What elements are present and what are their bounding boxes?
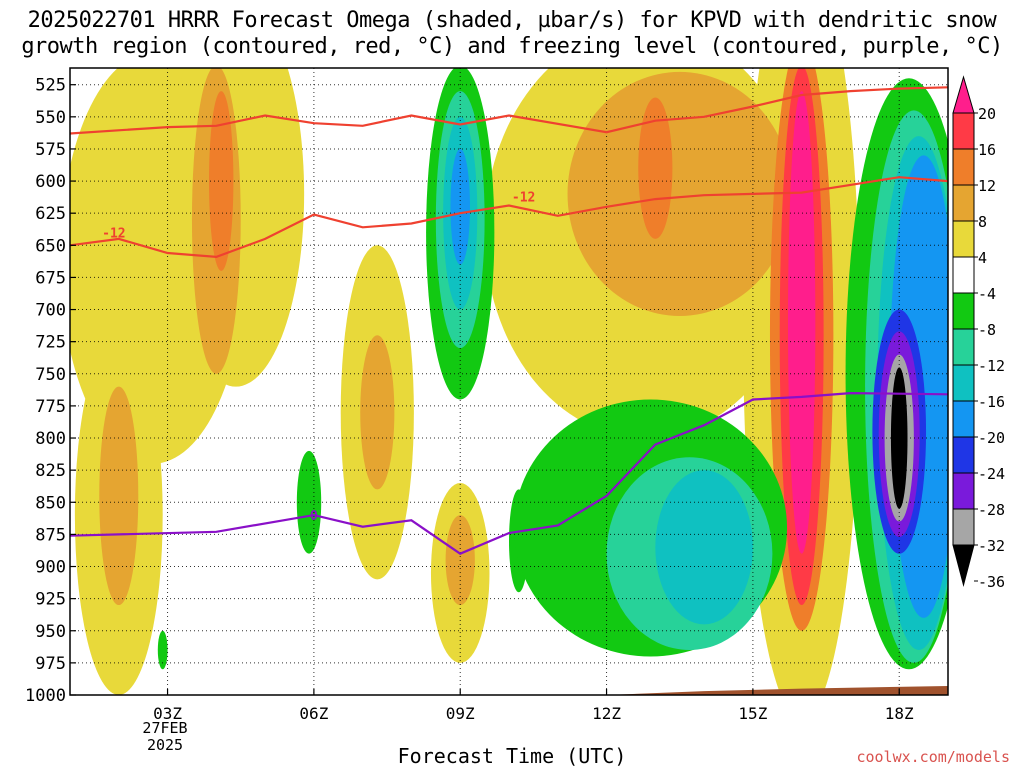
dgz-contour-upper bbox=[70, 86, 948, 135]
colorbar-label: -8 bbox=[978, 321, 996, 339]
omega-shade--36 bbox=[890, 367, 908, 509]
colorbar-label: 4 bbox=[978, 249, 987, 267]
x-tick-label: 09Z bbox=[446, 704, 475, 723]
colorbar-label: 20 bbox=[978, 105, 996, 123]
terrain-fill bbox=[70, 686, 948, 695]
dgz-contour-label: -12 bbox=[102, 226, 125, 241]
y-tick-label: 900 bbox=[35, 558, 66, 578]
colorbar-swatch bbox=[952, 436, 975, 474]
omega-shade-8 bbox=[360, 335, 395, 490]
y-tick-label: 525 bbox=[35, 76, 66, 96]
colorbar-swatch bbox=[952, 400, 975, 438]
y-tick-label: 625 bbox=[35, 204, 66, 224]
y-tick-label: 975 bbox=[35, 654, 66, 674]
y-tick-label: 575 bbox=[35, 140, 66, 160]
x-tick-label: 18Z bbox=[885, 704, 914, 723]
y-tick-label: 950 bbox=[35, 622, 66, 642]
colorbar-label: -32 bbox=[978, 537, 1005, 555]
colorbar-top-arrow bbox=[952, 75, 975, 114]
plot-frame bbox=[69, 67, 949, 696]
omega-shade--12 bbox=[655, 470, 753, 625]
x-tick-label: 12Z bbox=[592, 704, 621, 723]
colorbar-label: -28 bbox=[978, 501, 1005, 519]
colorbar-swatch bbox=[952, 328, 975, 366]
y-tick-label: 1000 bbox=[25, 686, 66, 706]
colorbar-label: -36 bbox=[978, 573, 1005, 591]
y-tick-label: 925 bbox=[35, 590, 66, 610]
colorbar-label: -4 bbox=[978, 285, 996, 303]
forecast-date-stamp: 27FEB 2025 bbox=[130, 720, 200, 754]
omega-shade-8 bbox=[99, 386, 139, 606]
colorbar-label: -24 bbox=[978, 465, 1005, 483]
x-tick-label: 03Z bbox=[153, 704, 182, 723]
omega-shade-12 bbox=[638, 97, 673, 239]
chart-title-line-2: growth region (contoured, red, °C) and f… bbox=[21, 34, 1003, 59]
y-tick-label: 725 bbox=[35, 333, 66, 353]
colorbar-swatch bbox=[952, 220, 975, 258]
date-year-label: 2025 bbox=[146, 736, 184, 754]
omega-shade-8 bbox=[567, 71, 792, 316]
colorbar-swatch bbox=[952, 112, 975, 150]
colorbar-label: 12 bbox=[978, 177, 996, 195]
y-tick-label: 700 bbox=[35, 301, 66, 321]
chart-title-line-1: 2025022701 HRRR Forecast Omega (shaded, … bbox=[27, 8, 997, 33]
colorbar-swatch bbox=[952, 292, 975, 330]
y-tick-label: 800 bbox=[35, 429, 66, 449]
y-tick-label: 875 bbox=[35, 525, 66, 545]
y-tick-label: 650 bbox=[35, 236, 66, 256]
colorbar-swatch bbox=[952, 472, 975, 510]
colorbar-swatch bbox=[952, 256, 975, 294]
omega-shade-20 bbox=[788, 91, 816, 554]
y-tick-label: 850 bbox=[35, 493, 66, 513]
dgz-contour-label: -12 bbox=[512, 190, 535, 205]
date-day-label: 27FEB bbox=[142, 719, 188, 737]
y-tick-label: 550 bbox=[35, 108, 66, 128]
colorbar-swatch bbox=[952, 184, 975, 222]
credit-link[interactable]: coolwx.com/models bbox=[856, 748, 1010, 766]
colorbar-label: -16 bbox=[978, 393, 1005, 411]
colorbar-label: 8 bbox=[978, 213, 987, 231]
colorbar-label: -12 bbox=[978, 357, 1005, 375]
colorbar-label: -20 bbox=[978, 429, 1005, 447]
omega-shade-12 bbox=[209, 91, 234, 272]
x-tick-label: 06Z bbox=[299, 704, 328, 723]
omega-shade--16 bbox=[450, 148, 470, 265]
omega-shade--4 bbox=[296, 450, 322, 554]
x-tick-label: 15Z bbox=[738, 704, 767, 723]
y-tick-label: 750 bbox=[35, 365, 66, 385]
colorbar-swatch bbox=[952, 508, 975, 546]
y-tick-label: 775 bbox=[35, 397, 66, 417]
colorbar-bottom-arrow bbox=[952, 544, 975, 587]
freezing-level-label: 0 bbox=[310, 509, 318, 524]
freezing-level-contour bbox=[70, 391, 948, 555]
colorbar-swatch bbox=[952, 148, 975, 186]
y-tick-label: 675 bbox=[35, 268, 66, 288]
colorbar-label: 16 bbox=[978, 141, 996, 159]
dgz-contour-lower bbox=[70, 176, 948, 259]
colorbar-swatch bbox=[952, 364, 975, 402]
y-tick-label: 825 bbox=[35, 461, 66, 481]
x-axis-label: Forecast Time (UTC) bbox=[397, 744, 627, 768]
omega-shade--4 bbox=[157, 630, 168, 670]
y-tick-label: 600 bbox=[35, 172, 66, 192]
